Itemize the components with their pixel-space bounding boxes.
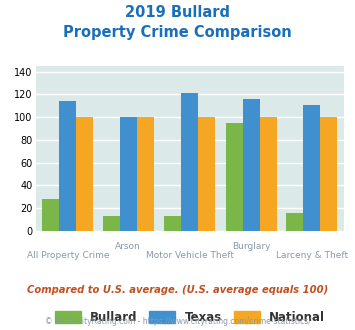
- Bar: [243, 99, 260, 231]
- Text: Property Crime Comparison: Property Crime Comparison: [63, 25, 292, 40]
- Bar: [181, 93, 198, 231]
- Bar: [76, 117, 93, 231]
- Bar: [304, 105, 321, 231]
- Legend: Bullard, Texas, National: Bullard, Texas, National: [50, 306, 330, 329]
- Text: All Property Crime: All Property Crime: [27, 251, 109, 260]
- Bar: [321, 117, 337, 231]
- Bar: [137, 117, 154, 231]
- Bar: [226, 123, 243, 231]
- Bar: [103, 216, 120, 231]
- Text: Larceny & Theft: Larceny & Theft: [276, 251, 348, 260]
- Text: Motor Vehicle Theft: Motor Vehicle Theft: [146, 251, 234, 260]
- Bar: [286, 213, 304, 231]
- Text: Burglary: Burglary: [233, 242, 271, 251]
- Text: Arson: Arson: [115, 242, 141, 251]
- Text: © 2025 CityRating.com - https://www.cityrating.com/crime-statistics/: © 2025 CityRating.com - https://www.city…: [45, 317, 310, 326]
- Bar: [43, 199, 59, 231]
- Bar: [198, 117, 215, 231]
- Bar: [260, 117, 277, 231]
- Bar: [59, 101, 76, 231]
- Text: Compared to U.S. average. (U.S. average equals 100): Compared to U.S. average. (U.S. average …: [27, 285, 328, 295]
- Bar: [164, 216, 181, 231]
- Text: 2019 Bullard: 2019 Bullard: [125, 5, 230, 20]
- Bar: [120, 117, 137, 231]
